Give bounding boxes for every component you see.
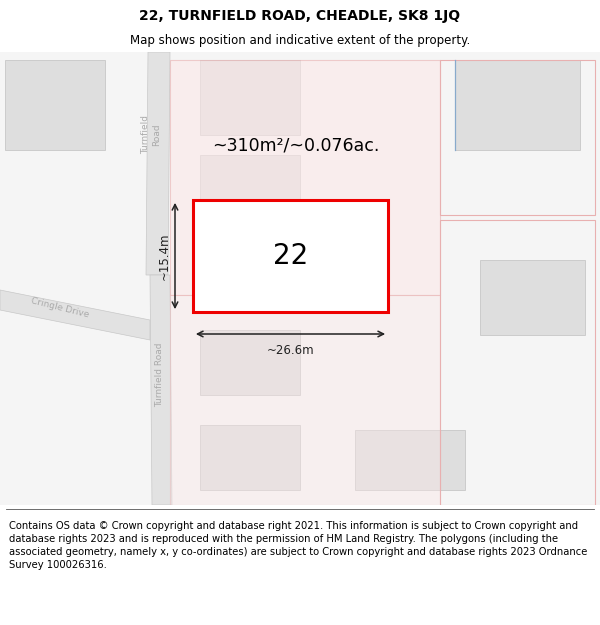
- Bar: [440, 220, 595, 505]
- Text: ~26.6m: ~26.6m: [266, 344, 314, 357]
- Polygon shape: [150, 275, 172, 505]
- Text: Turnfield
Road: Turnfield Road: [142, 116, 161, 154]
- Text: Map shows position and indicative extent of the property.: Map shows position and indicative extent…: [130, 34, 470, 47]
- Bar: [193, 200, 388, 312]
- Bar: [355, 430, 465, 490]
- Text: 22: 22: [273, 242, 308, 270]
- Text: Turnfield Road: Turnfield Road: [155, 342, 164, 408]
- Bar: [5, 60, 105, 150]
- Bar: [200, 330, 300, 395]
- Bar: [170, 295, 440, 505]
- Text: ~15.4m: ~15.4m: [158, 232, 171, 280]
- Text: 22, TURNFIELD ROAD, CHEADLE, SK8 1JQ: 22, TURNFIELD ROAD, CHEADLE, SK8 1JQ: [139, 9, 461, 22]
- Bar: [455, 60, 580, 150]
- Text: ~310m²/~0.076ac.: ~310m²/~0.076ac.: [212, 136, 379, 154]
- Bar: [200, 425, 300, 490]
- Polygon shape: [146, 52, 170, 275]
- Bar: [200, 60, 300, 135]
- Text: Cringle Drive: Cringle Drive: [30, 296, 90, 319]
- Text: Contains OS data © Crown copyright and database right 2021. This information is : Contains OS data © Crown copyright and d…: [9, 521, 587, 570]
- Bar: [440, 60, 595, 215]
- Polygon shape: [0, 290, 150, 340]
- Bar: [200, 155, 300, 230]
- Bar: [480, 260, 585, 335]
- Bar: [170, 60, 440, 295]
